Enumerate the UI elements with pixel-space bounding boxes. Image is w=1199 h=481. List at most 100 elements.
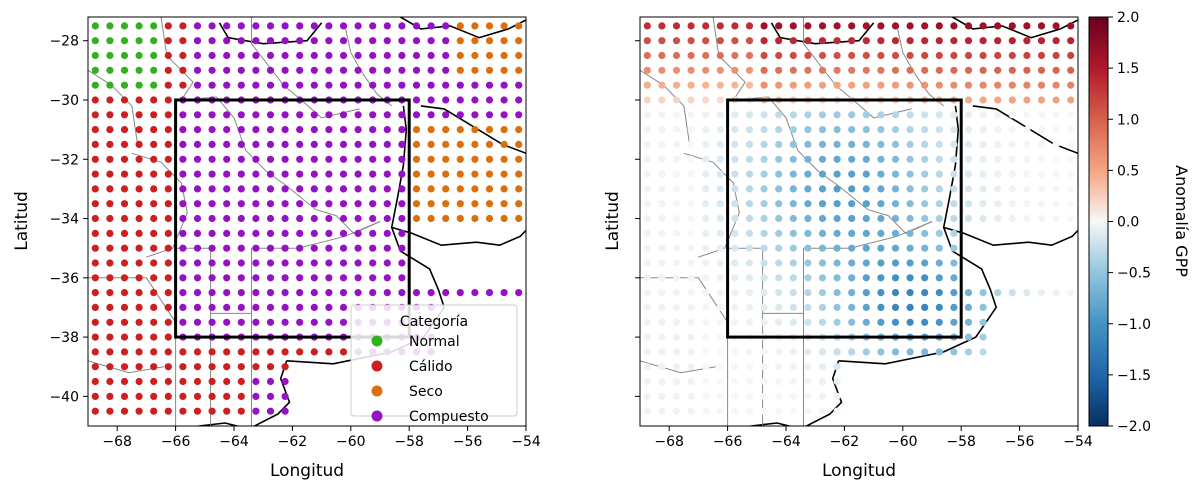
data-point: [325, 111, 333, 119]
data-point: [135, 318, 143, 326]
data-point: [266, 111, 275, 119]
data-point: [658, 407, 666, 415]
data-point: [702, 333, 710, 341]
data-point: [237, 214, 245, 223]
data-point: [672, 170, 681, 178]
data-point: [848, 81, 856, 89]
data-point: [658, 244, 666, 252]
data-point: [193, 244, 202, 252]
data-point: [164, 259, 172, 267]
data-point: [891, 259, 900, 267]
data-point: [818, 140, 827, 148]
data-point: [237, 22, 245, 30]
data-point: [339, 81, 348, 89]
data-point: [658, 289, 666, 297]
data-point: [135, 155, 143, 163]
data-point: [135, 214, 143, 223]
data-point: [716, 229, 724, 237]
data-point: [775, 81, 783, 89]
data-point: [687, 363, 695, 371]
data-point: [91, 407, 99, 415]
data-point: [760, 363, 768, 371]
data-point: [672, 51, 681, 60]
data-point: [237, 155, 245, 163]
data-point: [135, 37, 143, 45]
data-point: [979, 96, 987, 104]
data-point: [789, 363, 797, 371]
data-point: [164, 185, 172, 193]
data-point: [1008, 51, 1016, 60]
data-point: [369, 111, 377, 119]
data-point: [135, 22, 143, 30]
data-point: [252, 259, 260, 267]
data-point: [106, 244, 114, 252]
data-point: [223, 244, 231, 252]
data-point: [237, 274, 245, 282]
data-point: [266, 185, 275, 193]
data-point: [179, 37, 187, 45]
data-point: [818, 259, 827, 267]
data-point: [208, 22, 216, 30]
data-point: [208, 51, 216, 60]
x-axis-label: Longitud: [822, 461, 896, 481]
data-point: [643, 259, 651, 267]
data-point: [91, 214, 99, 223]
data-point: [339, 22, 348, 30]
legend-label: Seco: [409, 384, 443, 400]
data-point: [702, 289, 710, 297]
data-point: [804, 244, 812, 252]
data-point: [120, 111, 129, 119]
data-point: [906, 274, 914, 282]
data-point: [964, 126, 973, 134]
data-point: [731, 274, 739, 282]
data-point: [412, 111, 421, 119]
data-point: [760, 81, 768, 89]
data-point: [731, 22, 739, 30]
data-point: [658, 200, 666, 208]
data-point: [906, 22, 914, 30]
data-point: [515, 200, 523, 208]
data-point: [891, 111, 900, 119]
data-point: [398, 185, 406, 193]
data-point: [91, 170, 99, 178]
data-point: [339, 214, 348, 223]
data-point: [398, 51, 406, 60]
data-point: [91, 111, 99, 119]
data-point: [804, 318, 812, 326]
data-point: [950, 214, 958, 223]
data-point: [515, 126, 523, 134]
data-point: [877, 155, 885, 163]
data-point: [369, 81, 377, 89]
data-point: [921, 185, 929, 193]
data-point: [745, 140, 754, 148]
data-point: [135, 111, 143, 119]
data-point: [442, 96, 450, 104]
data-point: [208, 111, 216, 119]
border-line: [390, 105, 526, 247]
data-point: [745, 51, 754, 60]
data-point: [804, 140, 812, 148]
data-point: [906, 200, 914, 208]
data-point: [164, 126, 172, 134]
data-point: [120, 229, 129, 237]
colorbar-tick-label: 1.0: [1117, 112, 1139, 128]
data-point: [237, 111, 245, 119]
data-point: [500, 155, 508, 163]
data-point: [687, 274, 695, 282]
data-point: [179, 377, 187, 386]
data-point: [471, 170, 479, 178]
data-point: [281, 37, 289, 45]
data-point: [179, 229, 187, 237]
data-point: [223, 51, 231, 60]
data-point: [775, 140, 783, 148]
data-point: [979, 51, 987, 60]
data-point: [91, 200, 99, 208]
data-point: [672, 259, 681, 267]
data-point: [281, 363, 289, 371]
data-point: [702, 214, 710, 223]
data-point: [979, 303, 987, 311]
data-point: [891, 155, 900, 163]
data-point: [164, 229, 172, 237]
data-point: [687, 318, 695, 326]
data-point: [237, 140, 245, 148]
